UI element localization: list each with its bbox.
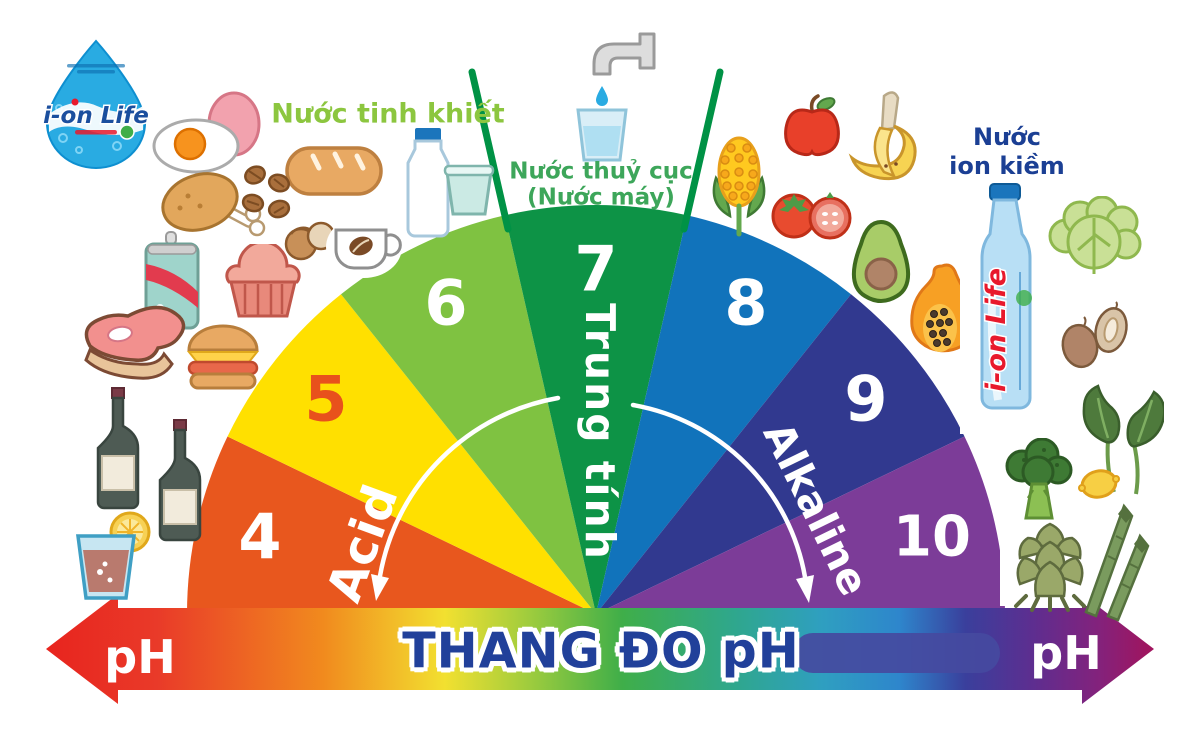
ph-gradient-bar [46, 594, 1154, 704]
papaya-icon [906, 260, 978, 372]
faucet-icon [558, 28, 688, 182]
water-drop-icon [596, 86, 608, 106]
ph-number-8: 8 [724, 267, 767, 340]
ph-gauge-numbers: 45 6 7 8 9 10 [238, 233, 971, 574]
broccoli-icon [1000, 437, 1076, 528]
wine-bottle-icon [96, 386, 140, 516]
corn-icon [706, 134, 772, 242]
tomatoes-icon [770, 186, 856, 244]
ph-segment-8 [596, 215, 851, 615]
neutral-boundary-line-right [680, 68, 724, 233]
ph-segment-9 [596, 294, 965, 614]
bar-ph-left-label: pH [104, 630, 176, 684]
ion-life-bottle-icon: i-on Life [952, 180, 1056, 440]
alkaline-arrow [630, 402, 814, 603]
bottle-label-text: i-on Life [981, 268, 1012, 392]
water-glass-icon [576, 108, 628, 162]
alkaline-range-capsule [793, 633, 1000, 673]
lemon-icon [1076, 463, 1122, 509]
ph-segment-6 [341, 215, 596, 615]
fried-egg-icon [148, 90, 273, 182]
ph-number-4: 4 [238, 501, 281, 574]
coffee-beans-icon [241, 163, 295, 225]
ph-segment-5 [227, 294, 596, 614]
ph-number-6: 6 [424, 267, 467, 340]
coffee-cup-icon [326, 214, 406, 284]
artichoke-icon [1010, 518, 1090, 618]
ion-water-line2: ion kiềm [949, 152, 1065, 180]
ph-number-10: 10 [893, 505, 971, 570]
ion-water-line1: Nước [973, 123, 1041, 152]
logo-text: i-on Life [43, 103, 149, 129]
ion-life-logo: i-on Life [35, 38, 157, 174]
cola-glass-icon [72, 510, 156, 606]
almonds-icon [1056, 300, 1134, 376]
milk-bottle-icon [398, 126, 458, 242]
bar-title: THANG ĐO pH [402, 622, 800, 680]
ph-gauge-wedges [187, 205, 1005, 615]
ph-segment-4 [187, 436, 596, 614]
ion-water-label: Nước ion kiềm [949, 123, 1065, 181]
steak-icon [76, 300, 188, 386]
avocado-icon [843, 218, 919, 310]
logo-i-dot [71, 98, 79, 106]
banana-icon [846, 90, 922, 188]
lettuce-icon [1046, 195, 1142, 288]
acid-arrow [371, 395, 561, 601]
ph-number-7: 7 [574, 233, 617, 306]
ph-segment-7 [505, 205, 687, 614]
bar-ph-right-label: pH [1030, 626, 1102, 680]
spinach-icon [1078, 380, 1166, 500]
bread-icon [283, 136, 385, 204]
wine-bottle-icon-2 [158, 418, 202, 548]
asparagus-icon [1080, 502, 1150, 628]
neutral-boundary-line-left [468, 68, 512, 233]
neutral-zone-label: Trung tính [576, 303, 624, 561]
plastic-cup-icon [443, 164, 495, 222]
ph-segment-10 [596, 436, 1005, 614]
tap-water-line1: Nước thuỷ cục [509, 158, 693, 185]
burger-icon [182, 320, 264, 396]
cupcake-icon [220, 240, 306, 324]
ph-number-5: 5 [304, 363, 347, 436]
tap-water-line2: (Nước máy) [527, 185, 675, 211]
apple-icon [782, 94, 842, 162]
ph-number-9: 9 [844, 363, 887, 436]
pure-water-label: Nước tinh khiết [271, 98, 505, 130]
tap-water-label: Nước thuỷ cục (Nước máy) [509, 159, 692, 212]
